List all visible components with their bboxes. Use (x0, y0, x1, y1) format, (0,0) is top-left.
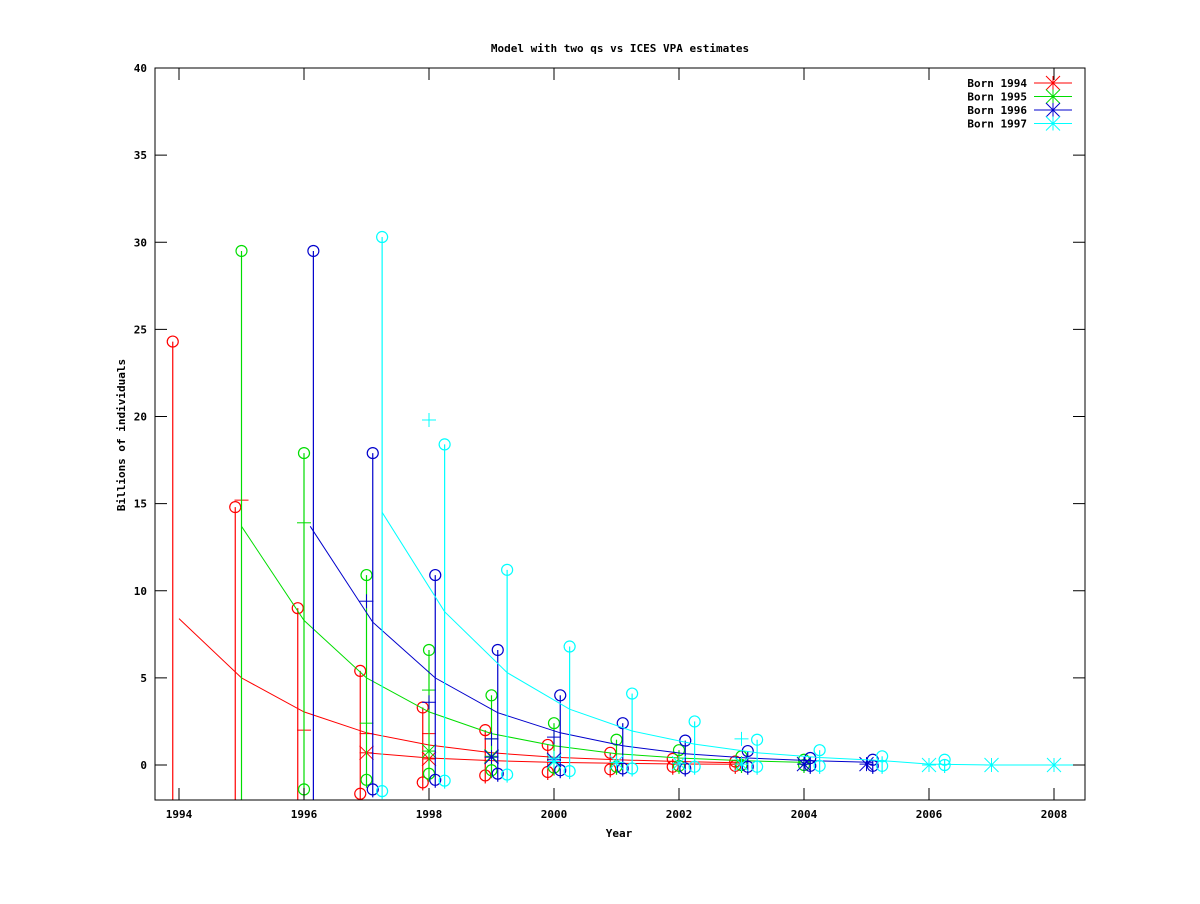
x-tick-label: 2002 (666, 808, 693, 821)
y-axis-label: Billions of individuals (115, 359, 128, 511)
y-tick-label: 25 (134, 323, 147, 336)
series-born-1996 (307, 244, 879, 800)
series-born-1995 (235, 244, 811, 800)
legend-label: Born 1997 (967, 118, 1027, 131)
legend-label: Born 1995 (967, 91, 1027, 104)
y-tick-label: 20 (134, 411, 147, 424)
series-born-1997 (376, 230, 1085, 800)
y-tick-label: 35 (134, 149, 147, 162)
x-tick-label: 2004 (791, 808, 818, 821)
y-tick-label: 40 (134, 62, 147, 75)
chart-title: Model with two qs vs ICES VPA estimates (491, 42, 749, 55)
x-tick-label: 1994 (166, 808, 193, 821)
series-layer (166, 230, 1085, 800)
y-tick-label: 15 (134, 498, 147, 511)
y-tick-label: 30 (134, 236, 147, 249)
y-tick-label: 5 (140, 672, 147, 685)
x-tick-label: 1996 (291, 808, 318, 821)
axes: 0 5 10 15 20 25 30 35 40 1994 1996 1998 2000 2002 2004… (134, 62, 1086, 821)
series-born-1994 (166, 335, 742, 800)
y-tick-label: 0 (140, 759, 147, 772)
y-tick-label: 10 (134, 585, 147, 598)
x-tick-label: 2008 (1041, 808, 1068, 821)
legend-label: Born 1994 (967, 77, 1027, 90)
x-tick-label: 2000 (541, 808, 568, 821)
legend-label: Born 1996 (967, 104, 1027, 117)
x-tick-label: 2006 (916, 808, 943, 821)
x-tick-label: 1998 (416, 808, 443, 821)
x-axis-label: Year (606, 827, 633, 840)
